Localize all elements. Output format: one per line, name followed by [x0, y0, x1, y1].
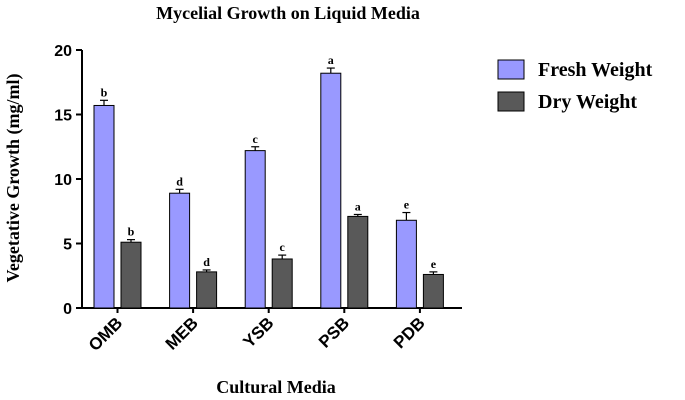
significance-label: e	[404, 198, 410, 212]
legend-label: Dry Weight	[538, 91, 637, 113]
x-tick-label: PSB	[315, 313, 353, 351]
legend-label: Fresh Weight	[538, 59, 653, 81]
y-tick-label: 20	[54, 43, 72, 60]
significance-label: a	[355, 199, 361, 213]
significance-label: c	[280, 240, 286, 254]
bars: b b d d c c a a e e	[93, 53, 444, 309]
bar-dry-weight-ysb	[271, 258, 293, 309]
legend-swatch	[497, 91, 525, 112]
x-tick-label: MEB	[162, 313, 202, 353]
y-tick-label: 5	[63, 237, 72, 254]
bar-fresh-weight-omb	[93, 104, 115, 309]
bar-dry-weight-meb	[196, 271, 218, 309]
bar-fresh-weight-meb	[169, 192, 191, 309]
legend-swatch	[497, 59, 525, 80]
significance-label: a	[328, 53, 334, 67]
legend: Fresh Weight Dry Weight	[497, 59, 653, 113]
y-tick-label: 0	[63, 301, 72, 318]
significance-label: d	[176, 174, 183, 188]
x-tick-label: OMB	[85, 313, 126, 354]
bar-fresh-weight-ysb	[244, 150, 266, 309]
chart-title: Mycelial Growth on Liquid Media	[156, 3, 420, 23]
significance-label: b	[128, 225, 135, 239]
bar-dry-weight-pdb	[422, 273, 444, 309]
x-tick-labels: OMB MEB YSB PSB PDB	[85, 313, 429, 354]
bar-fresh-weight-pdb	[395, 219, 417, 309]
significance-label: d	[203, 255, 210, 269]
y-tick-label: 10	[54, 172, 72, 189]
y-tick-label: 15	[54, 108, 72, 125]
significance-label: e	[431, 257, 437, 271]
x-axis-label: Cultural Media	[216, 377, 336, 397]
y-axis-label: Vegetative Growth (mg/ml)	[3, 74, 24, 283]
significance-label: c	[253, 132, 259, 146]
x-tick-label: YSB	[239, 313, 277, 351]
significance-label: b	[101, 85, 108, 99]
x-tick-label: PDB	[390, 313, 429, 352]
bar-dry-weight-omb	[120, 241, 142, 309]
bar-fresh-weight-psb	[320, 72, 342, 309]
bar-dry-weight-psb	[347, 215, 369, 309]
